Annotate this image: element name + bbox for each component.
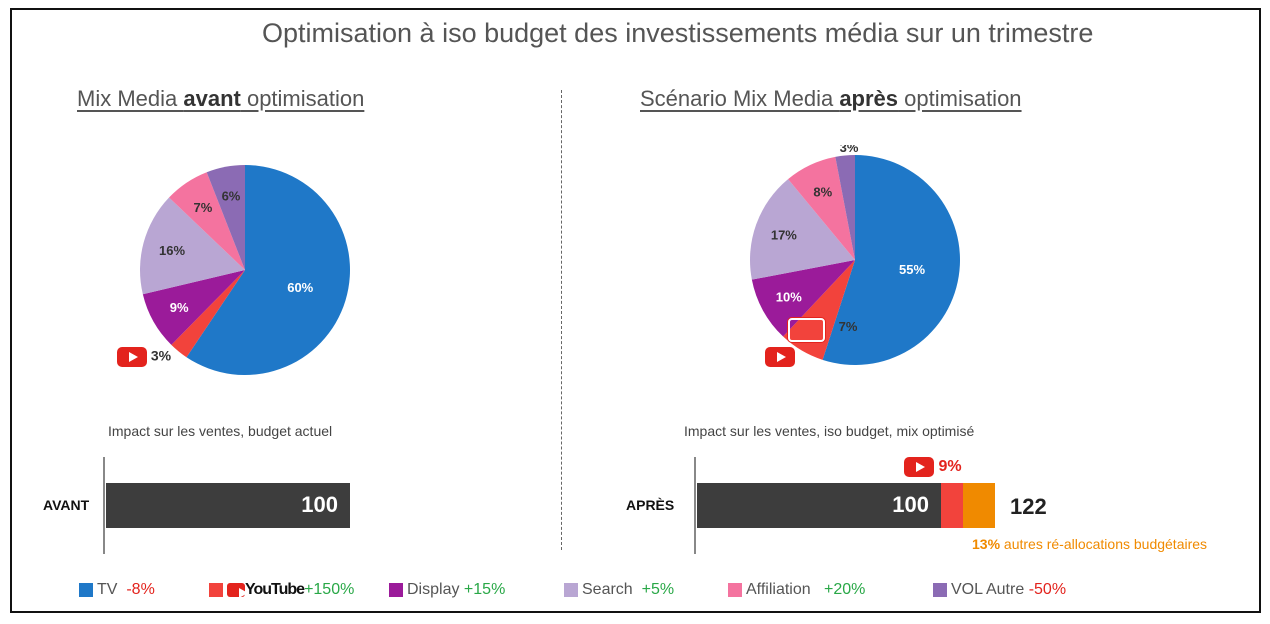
legend-item-display: Display +15%	[389, 581, 564, 599]
legend-change: -50%	[1028, 581, 1067, 598]
legend-item-vol-autre: VOL Autre -50%	[933, 581, 1066, 599]
youtube-icon	[765, 347, 795, 367]
other-reallocations-pct: 13%	[972, 536, 1001, 552]
pie-label-tv: 60%	[287, 280, 313, 295]
page-title: Optimisation à iso budget des investisse…	[262, 18, 1094, 48]
legend-item-youtube: YouTube +150%	[209, 581, 389, 599]
pie-label-youtube: 7%	[839, 319, 858, 334]
left-bar-label: AVANT	[43, 497, 90, 513]
pie-slice-youtube	[783, 260, 855, 360]
legend-label: Affiliation	[746, 581, 811, 598]
pie-slice-tv	[186, 165, 350, 375]
legend-label: TV	[97, 581, 118, 598]
right-subtitle: Scénario Mix Media après optimisation	[640, 86, 1022, 112]
right-subtitle-bold: après	[839, 86, 899, 111]
pie-label-display: 9%	[170, 300, 189, 315]
bar-value: 100	[301, 492, 338, 517]
pie-chart-after: 55% 7% 10% 17% 8% 3%	[750, 145, 960, 365]
youtube-icon	[904, 457, 934, 477]
pie-label-vol-autre: 3%	[840, 145, 859, 155]
right-subtitle-post: optimisation	[898, 86, 1022, 111]
legend-label: VOL Autre	[951, 581, 1025, 598]
left-subtitle: Mix Media avant optimisation	[77, 86, 364, 112]
legend: TV -8% YouTube +150% Display +15% Search …	[79, 581, 1066, 599]
legend-swatch	[564, 583, 578, 597]
pie-label-display: 10%	[776, 289, 802, 304]
legend-change: -8%	[126, 581, 155, 598]
right-youtube-gain-value: 9%	[938, 458, 962, 476]
youtube-icon	[227, 583, 248, 598]
pie-slice-vol-autre	[835, 155, 855, 260]
legend-change: +150%	[304, 581, 355, 598]
pie-slice-affiliation	[788, 156, 855, 260]
pie-label-vol-autre: 6%	[222, 189, 241, 204]
legend-label: Display	[407, 581, 460, 598]
legend-label: Search	[582, 581, 633, 598]
left-subtitle-pre: Mix Media	[77, 86, 184, 111]
pie-slice-search	[750, 179, 855, 280]
legend-item-search: Search +5%	[564, 581, 728, 599]
pie-slice-display	[751, 260, 855, 337]
bar-segment-base: 100	[106, 483, 350, 528]
right-youtube-annotation	[765, 347, 795, 367]
pie-slice-vol-autre	[206, 165, 245, 270]
pie-label-search: 17%	[771, 227, 797, 242]
pie-label-search: 16%	[159, 243, 185, 258]
right-bar-label: APRÈS	[626, 497, 675, 513]
left-subtitle-bold: avant	[183, 86, 241, 111]
left-subtitle-post: optimisation	[240, 86, 365, 111]
pie-label-tv: 55%	[899, 262, 925, 277]
legend-swatch	[79, 583, 93, 597]
legend-swatch	[209, 583, 223, 597]
legend-swatch	[933, 583, 947, 597]
center-divider	[561, 90, 562, 550]
left-youtube-annotation: 3%	[117, 347, 171, 367]
right-impact-label: Impact sur les ventes, iso budget, mix o…	[684, 423, 975, 439]
legend-label: YouTube	[245, 581, 305, 598]
bar-segment-base: 100	[697, 483, 941, 528]
right-bar-group: 100	[697, 483, 995, 528]
left-bar-axis	[103, 457, 105, 554]
pie-label-affiliation: 7%	[193, 200, 212, 215]
left-impact-label: Impact sur les ventes, budget actuel	[108, 423, 333, 439]
bar-value: 100	[892, 492, 929, 517]
legend-swatch	[728, 583, 742, 597]
pie-slice-affiliation	[169, 172, 245, 270]
pie-slice-display	[142, 270, 245, 345]
other-reallocations-text: autres ré-allocations budgétaires	[1000, 536, 1208, 552]
legend-item-tv: TV -8%	[79, 581, 209, 599]
bar-segment-youtube	[941, 483, 963, 528]
legend-change: +15%	[463, 581, 506, 598]
left-bar-group: 100	[106, 483, 350, 528]
pie-slice-search	[140, 197, 245, 295]
left-youtube-pct: 3%	[150, 347, 172, 364]
right-subtitle-pre: Scénario Mix Media	[640, 86, 840, 111]
chart-frame	[10, 8, 1261, 613]
pie-label-affiliation: 8%	[813, 185, 832, 200]
pie-chart-before: 60% 9% 16% 7% 6%	[140, 165, 350, 375]
pie-slice-youtube	[171, 270, 245, 358]
bar-segment-autres-r-allocations	[962, 483, 995, 528]
pie-slice-tv	[822, 155, 960, 365]
legend-swatch	[389, 583, 403, 597]
legend-change: +20%	[823, 581, 866, 598]
right-bar-axis	[694, 457, 696, 554]
youtube-icon	[117, 347, 147, 367]
legend-change: +5%	[641, 581, 675, 598]
legend-item-affiliation: Affiliation +20%	[728, 581, 933, 599]
other-reallocations: 13% autres ré-allocations budgétaires	[972, 536, 1207, 552]
right-total-value: 122	[1010, 494, 1047, 519]
right-youtube-gain: 9%	[904, 457, 962, 477]
youtube-highlight-box	[788, 318, 825, 342]
